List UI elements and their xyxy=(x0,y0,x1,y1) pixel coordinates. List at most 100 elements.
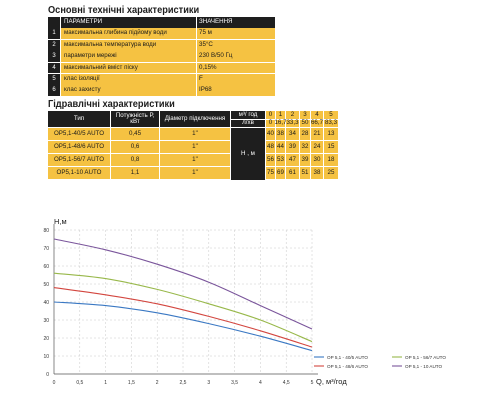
q-lmin-value: 50 xyxy=(300,119,310,127)
row-number: 5 xyxy=(48,73,60,85)
y-axis-label: H,м xyxy=(54,217,67,226)
x-tick-label: 2 xyxy=(156,380,159,386)
section2-title: Гідравлічні характеристики xyxy=(48,98,175,110)
chart-legend: OP 5,1 - 40/5 AUTO OP 5,1 - 48/6 AUTO OP 5… xyxy=(314,355,446,369)
head-value: 39 xyxy=(286,141,299,153)
row-number: 3 xyxy=(48,51,60,62)
model-power: 0,8 xyxy=(111,154,159,166)
y-tick-label: 10 xyxy=(43,354,49,360)
legend-label: OP 5,1 - 10 AUTO xyxy=(405,364,443,369)
head-value: 18 xyxy=(324,154,338,166)
head-value: 51 xyxy=(300,167,310,179)
main-specs-table: ПАРАМЕТРИ ЗНАЧЕННЯ 1 максимальна глибина … xyxy=(48,17,275,97)
model-diameter: 1" xyxy=(160,128,230,140)
y-tick-label: 80 xyxy=(43,228,49,234)
head-value: 38 xyxy=(311,167,323,179)
unit-q-lmin: л/хв xyxy=(231,119,265,127)
head-value: 38 xyxy=(276,128,285,140)
power-header: Потужність Р, кВт xyxy=(111,111,159,127)
main-specs-row: 5 клас ізоляції F xyxy=(48,73,275,85)
param-value: 0,15% xyxy=(197,62,275,74)
y-tick-label: 0 xyxy=(46,372,49,378)
head-value: 61 xyxy=(286,167,299,179)
value-header: ЗНАЧЕННЯ xyxy=(197,17,275,28)
y-tick-label: 40 xyxy=(43,300,49,306)
series-line xyxy=(53,272,313,343)
head-value: 40 xyxy=(266,128,275,140)
diameter-header: Діаметр підключення xyxy=(160,111,230,127)
head-value: 25 xyxy=(324,167,338,179)
head-value: 53 xyxy=(276,154,285,166)
x-axis-label: Q, м³/год xyxy=(316,377,347,386)
head-value: 44 xyxy=(276,141,285,153)
head-value: 28 xyxy=(300,128,310,140)
model-diameter: 1" xyxy=(160,141,230,153)
main-specs-row: 3 параметри мережі 230 В/50 Гц xyxy=(48,51,275,62)
section1-title: Основні технічні характеристики xyxy=(48,4,200,16)
param-value: 75 м xyxy=(197,28,275,40)
head-value: 56 xyxy=(266,154,275,166)
param-name: максимальний вміст піску xyxy=(61,62,196,74)
param-name: максимальна глибина підйому води xyxy=(61,28,196,40)
model-power: 0,45 xyxy=(111,128,159,140)
q-m3h-value: 3 xyxy=(300,111,310,119)
type-header: Тип xyxy=(48,111,110,127)
row-number: 1 xyxy=(48,28,60,40)
main-specs-row: 2 максимальна температура води 35°С xyxy=(48,39,275,51)
x-tick-label: 3,5 xyxy=(231,380,238,386)
x-tick-label: 1,5 xyxy=(128,380,135,386)
chart-ticks: 0 10 20 30 40 50 60 70 80 0 0,5 1 1,5 2 2,5 3 3,5 4 4,5 5 xyxy=(43,228,313,386)
y-tick-label: 30 xyxy=(43,318,49,324)
x-tick-label: 1 xyxy=(104,380,107,386)
param-name: максимальна температура води xyxy=(61,39,196,51)
model-type: OP5,1-56/7 AUTO xyxy=(48,154,110,166)
model-diameter: 1" xyxy=(160,154,230,166)
num-header-cell xyxy=(48,17,60,28)
y-tick-label: 50 xyxy=(43,282,49,288)
head-value: 24 xyxy=(311,141,323,153)
main-specs-row: 6 клас захисту IP68 xyxy=(48,85,275,97)
series-line xyxy=(53,287,313,348)
head-value: 39 xyxy=(300,154,310,166)
model-power: 0,6 xyxy=(111,141,159,153)
x-tick-label: 0 xyxy=(53,380,56,386)
q-m3h-value: 1 xyxy=(276,111,285,119)
param-value: 35°С xyxy=(197,39,275,51)
q-m3h-value: 5 xyxy=(324,111,338,119)
main-specs-header-row: ПАРАМЕТРИ ЗНАЧЕННЯ xyxy=(48,17,275,28)
model-diameter: 1" xyxy=(160,167,230,179)
q-lmin-value: 66,7 xyxy=(310,119,324,127)
x-tick-label: 4 xyxy=(259,380,262,386)
main-specs-row: 1 максимальна глибина підйому води 75 м xyxy=(48,28,275,40)
head-value: 13 xyxy=(324,128,338,140)
series-line xyxy=(53,238,313,330)
q-m3h-value: 4 xyxy=(311,111,323,119)
x-tick-label: 2,5 xyxy=(180,380,187,386)
q-lmin-value: 16,7 xyxy=(274,119,287,127)
chart-axes xyxy=(53,224,318,375)
legend-label: OP 5,1 - 56/7 AUTO xyxy=(405,355,446,360)
model-type: OP5,1-10 AUTO xyxy=(48,167,110,179)
head-value: 21 xyxy=(311,128,323,140)
head-value: 75 xyxy=(266,167,275,179)
head-value: 30 xyxy=(311,154,323,166)
q-m3h-value: 2 xyxy=(286,111,299,119)
legend-label: OP 5,1 - 48/6 AUTO xyxy=(327,364,368,369)
chart-series xyxy=(53,238,313,352)
chart-grid xyxy=(54,229,313,374)
y-tick-label: 20 xyxy=(43,336,49,342)
y-tick-label: 60 xyxy=(43,264,49,270)
unit-q-m3h: м³/ год xyxy=(231,111,265,119)
q-m3h-value: 0 xyxy=(266,111,275,119)
param-value: 230 В/50 Гц xyxy=(197,51,275,62)
q-lmin-value: 33,3 xyxy=(286,119,299,127)
q-lmin-value: 83,3 xyxy=(324,119,338,127)
head-value: 15 xyxy=(324,141,338,153)
head-value: 32 xyxy=(300,141,310,153)
x-tick-label: 5 xyxy=(311,380,314,386)
row-number: 4 xyxy=(48,62,60,74)
row-number: 2 xyxy=(48,39,60,51)
legend-label: OP 5,1 - 40/5 AUTO xyxy=(327,355,368,360)
model-type: OP5,1-48/6 AUTO xyxy=(48,141,110,153)
